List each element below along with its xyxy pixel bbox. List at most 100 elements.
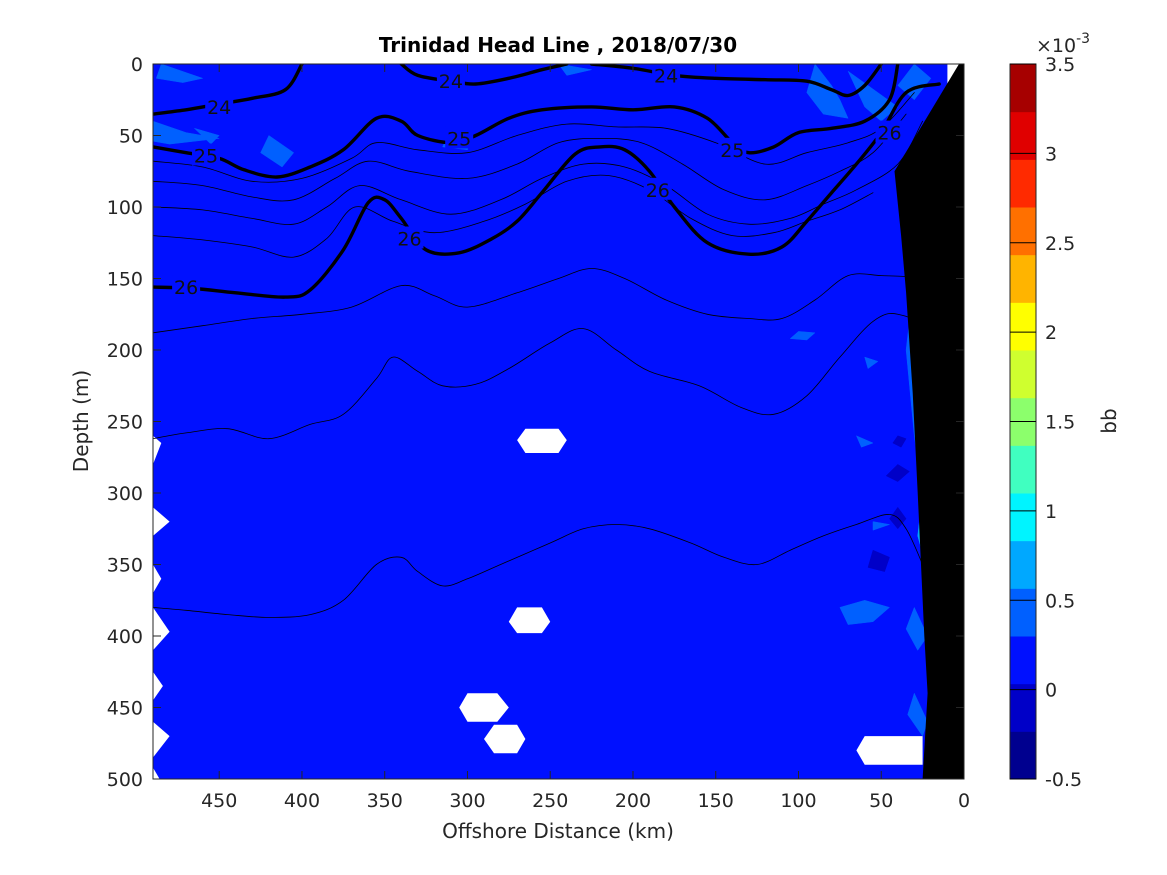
field-patch-high <box>907 692 928 737</box>
y-tick-label: 300 <box>107 483 143 505</box>
field-patch-high <box>558 64 592 76</box>
field-patch-missing <box>153 607 170 651</box>
colorbar-swatch <box>1010 588 1036 637</box>
contour-label-gap <box>205 94 234 117</box>
field-background <box>153 64 964 779</box>
colorbar-ticks: -0.5 0 0.5 1 1.5 2 2.5 3 3.5 <box>1010 54 1082 791</box>
x-axis: 450 400 350 300 250 200 150 100 50 0 <box>201 64 970 812</box>
colorbar-swatch <box>1010 111 1036 160</box>
colorbar-swatch <box>1010 636 1036 685</box>
field-patch-high <box>194 128 220 145</box>
contour-label: 24 <box>207 97 231 119</box>
y-tick-label: 200 <box>107 340 143 362</box>
contour-line-minor <box>153 312 940 440</box>
contour-line-minor <box>153 514 923 618</box>
colorbar-tick-label: -0.5 <box>1045 769 1082 791</box>
x-tick-label: 350 <box>367 790 403 812</box>
x-tick-label: 50 <box>869 790 893 812</box>
x-tick-label: 100 <box>780 790 816 812</box>
x-tick-label: 0 <box>958 790 970 812</box>
colorbar-swatches <box>1010 64 1036 780</box>
contour-label-gap <box>643 177 672 200</box>
colorbar-swatch <box>1010 445 1036 494</box>
y-axis: 0 50 100 150 200 250 300 350 400 450 500 <box>107 54 964 791</box>
field-patch-missing <box>153 721 170 758</box>
field-patch-missing <box>153 767 160 779</box>
contour-line-major <box>399 64 569 86</box>
field-patch-missing <box>508 607 551 634</box>
chart-title: Trinidad Head Line , 2018/07/30 <box>379 33 737 57</box>
colorbar-exponent-power: -3 <box>1076 31 1090 47</box>
contour-line-minor <box>153 113 907 202</box>
field-patch-low <box>867 549 890 572</box>
colorbar-tick-label: 0.5 <box>1045 590 1075 612</box>
contour-label: 26 <box>877 123 901 145</box>
x-tick-label: 150 <box>698 790 734 812</box>
field-patch-high <box>260 135 295 168</box>
contour-label-gap <box>652 64 681 86</box>
field-patch-missing <box>153 564 162 594</box>
contour-label-gap <box>718 137 747 160</box>
contour-label-gap <box>172 275 201 298</box>
field-patch-missing <box>484 724 526 754</box>
colorbar-swatch <box>1010 302 1036 351</box>
x-tick-label: 250 <box>532 790 568 812</box>
contour-label: 26 <box>646 180 670 202</box>
y-tick-label: 500 <box>107 769 143 791</box>
contour-line-major <box>153 64 900 179</box>
contour-label: 25 <box>194 146 218 168</box>
colorbar-tick-label: 2 <box>1045 322 1057 344</box>
field-patch-high <box>789 331 816 341</box>
field-patch-missing <box>153 435 162 465</box>
field-patch-high <box>872 521 891 531</box>
colorbar-tick-label: 1 <box>1045 501 1057 523</box>
contour-line-major <box>153 64 304 116</box>
y-tick-label: 350 <box>107 555 143 577</box>
x-axis-label: Offshore Distance (km) <box>442 819 674 843</box>
contour-label-gap <box>445 126 474 149</box>
colorbar-swatch <box>1010 493 1036 542</box>
contour-line-minor <box>153 268 940 351</box>
field-patch-low <box>892 435 907 448</box>
x-tick-label: 450 <box>201 790 237 812</box>
contour-label-gap <box>395 226 424 249</box>
field-patch-high <box>155 64 204 83</box>
y-tick-label: 150 <box>107 269 143 291</box>
contour-layer <box>153 64 941 618</box>
colorbar-tick-label: 2.5 <box>1045 233 1075 255</box>
colorbar-swatch <box>1010 540 1036 589</box>
colorbar-label: bb <box>1097 408 1121 433</box>
contour-label: 25 <box>720 140 744 162</box>
y-tick-label: 0 <box>131 54 143 76</box>
contour-line-minor <box>153 174 874 258</box>
y-tick-label: 450 <box>107 698 143 720</box>
colorbar-exponent: ×10-3 <box>1036 31 1090 57</box>
contour-line-major <box>153 82 941 299</box>
field-patch-missing <box>153 507 170 536</box>
colorbar-swatch <box>1010 64 1036 113</box>
field-patch-low <box>885 464 910 482</box>
colorbar-exponent-base: ×10 <box>1036 35 1076 57</box>
bathymetry-shelf <box>894 64 964 779</box>
contour-label: 26 <box>397 229 421 251</box>
colorbar-tick-label: 0 <box>1045 680 1057 702</box>
contour-label: 25 <box>447 128 471 150</box>
contour-label: 26 <box>174 277 198 299</box>
plot-area: 24 24 24 25 25 25 26 26 26 26 <box>153 64 964 779</box>
colorbar-tick-label: 1.5 <box>1045 412 1075 434</box>
x-tick-label: 200 <box>615 790 651 812</box>
field-patch-high <box>905 606 928 651</box>
field-patch-missing <box>856 736 923 765</box>
colorbar: -0.5 0 0.5 1 1.5 2 2.5 3 3.5 ×10-3 bb <box>1009 31 1121 791</box>
contour-label-layer: 24 24 24 25 25 25 26 26 26 26 <box>172 64 904 299</box>
y-tick-label: 100 <box>107 197 143 219</box>
field-patch-missing <box>153 671 163 701</box>
colorbar-swatch <box>1010 207 1036 256</box>
field-patch-high <box>855 435 874 448</box>
contour-label: 24 <box>439 71 463 93</box>
x-tick-label: 300 <box>449 790 485 812</box>
bathymetry-layer <box>894 64 964 779</box>
field-patch-high <box>839 600 891 625</box>
colorbar-tick-label: 3.5 <box>1045 54 1075 76</box>
